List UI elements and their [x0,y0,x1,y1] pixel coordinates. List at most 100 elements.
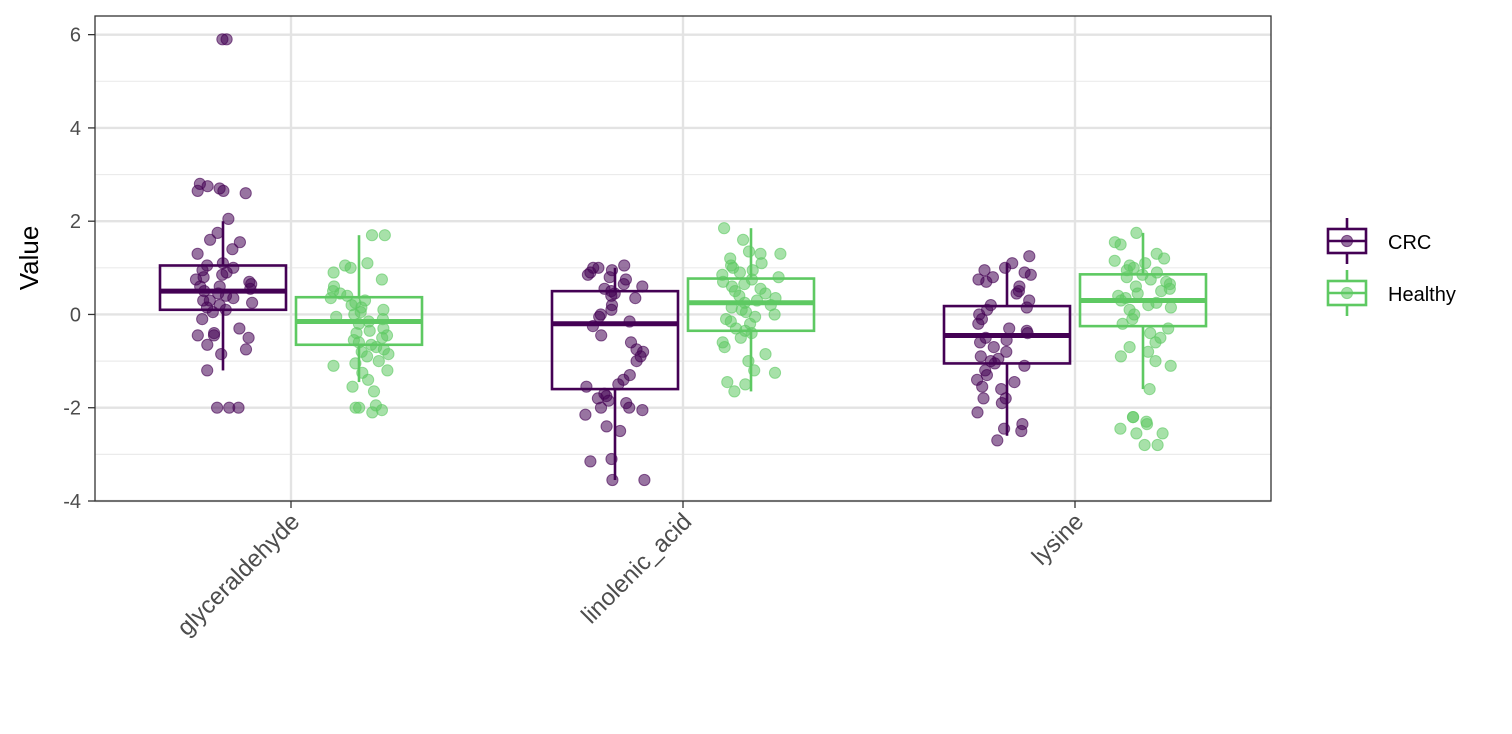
data-point-healthy [738,278,751,291]
data-point-healthy [734,331,747,344]
data-point-healthy [1142,345,1155,358]
data-point-healthy [1155,285,1168,298]
legend: CRC Healthy [1326,218,1456,316]
data-point-healthy [1158,252,1171,265]
data-point-crc [980,275,993,288]
data-point-crc [227,292,240,305]
data-point-healthy [1114,238,1127,251]
legend-label: Healthy [1388,284,1456,306]
data-point-crc [995,397,1009,410]
data-point-crc [1018,359,1031,372]
data-point-crc [991,434,1004,447]
data-point-crc [636,280,649,293]
data-point-crc [201,364,214,377]
data-point-healthy [745,327,758,340]
legend-item-healthy: Healthy [1326,270,1456,316]
data-point-healthy [737,233,750,246]
data-point-healthy [365,229,379,242]
data-point-crc [586,320,600,333]
y-axis: -4 -2 0 2 4 6 [63,25,95,513]
data-point-healthy [718,341,731,354]
data-point-crc [246,296,259,309]
data-point-crc [206,306,219,319]
data-point-healthy [330,310,343,323]
data-point-crc [226,243,239,256]
data-point-healthy [1162,322,1175,335]
data-point-crc [204,233,217,246]
data-point-crc [612,378,625,391]
data-point-healthy [1149,336,1162,349]
data-point-crc [191,329,204,342]
data-point-crc [972,317,985,330]
data-point-healthy [755,257,768,270]
y-axis-title: Value [14,226,44,291]
data-point-crc [623,401,636,414]
data-point-healthy [718,222,731,235]
data-point-healthy [759,348,772,361]
data-point-healthy [1164,359,1177,372]
data-point-healthy [1140,418,1154,431]
data-point-healthy [1138,438,1151,452]
data-point-healthy [346,380,359,393]
data-point-crc [1015,424,1028,438]
data-point-crc [630,355,643,368]
data-point-crc [1023,250,1036,263]
data-point-crc [593,310,606,323]
data-point-crc [606,473,619,487]
data-point-crc [618,259,631,272]
data-point-healthy [1126,313,1139,326]
data-point-crc [999,261,1012,274]
data-point-crc [239,343,253,356]
data-point-crc [987,341,1000,354]
data-point-healthy [725,301,738,314]
data-point-crc [579,408,592,421]
data-point-crc [1010,287,1023,300]
data-point-crc [201,338,214,351]
y-tick-label: -2 [63,398,81,420]
data-point-crc [605,303,618,316]
data-point-healthy [1127,411,1140,424]
data-point-crc [1000,345,1013,358]
data-point-healthy [774,247,787,260]
data-point-crc [614,424,627,438]
data-point-healthy [1142,299,1155,312]
data-point-crc [207,329,221,342]
data-point-crc [215,348,228,361]
data-point-healthy [742,245,756,258]
data-point-crc [201,180,214,193]
data-point-healthy [768,308,781,321]
legend-key-point [1340,234,1354,248]
data-point-healthy [1114,422,1127,435]
data-point-healthy [1130,427,1143,440]
data-point-crc [244,282,257,295]
data-point-crc [974,350,987,363]
data-point-crc [974,336,987,349]
data-point-healthy [1116,317,1129,330]
data-point-healthy [733,266,747,279]
data-point-crc [242,331,255,344]
data-point-crc [988,357,1001,370]
data-point-crc [629,292,642,305]
data-point-healthy [324,292,337,305]
data-point-crc [595,329,608,342]
data-point-healthy [1108,254,1121,267]
y-tick-label: -4 [63,491,81,513]
data-point-crc [1020,301,1033,314]
data-point-crc [977,392,990,405]
data-point-healthy [1131,287,1144,300]
data-point-healthy [1143,383,1156,396]
y-tick-label: 0 [70,304,81,326]
legend-key-point [1340,286,1354,300]
data-point-healthy [381,364,394,377]
data-point-healthy [349,401,362,414]
data-point-healthy [721,376,734,389]
data-point-crc [980,369,994,382]
data-point-healthy [1149,355,1162,368]
data-point-crc [976,380,989,393]
data-point-crc [232,401,245,414]
y-tick-label: 2 [70,211,81,233]
legend-item-crc: CRC [1326,218,1431,264]
data-point-healthy [327,266,340,279]
data-point-healthy [1123,341,1136,354]
data-point-healthy [728,385,741,398]
